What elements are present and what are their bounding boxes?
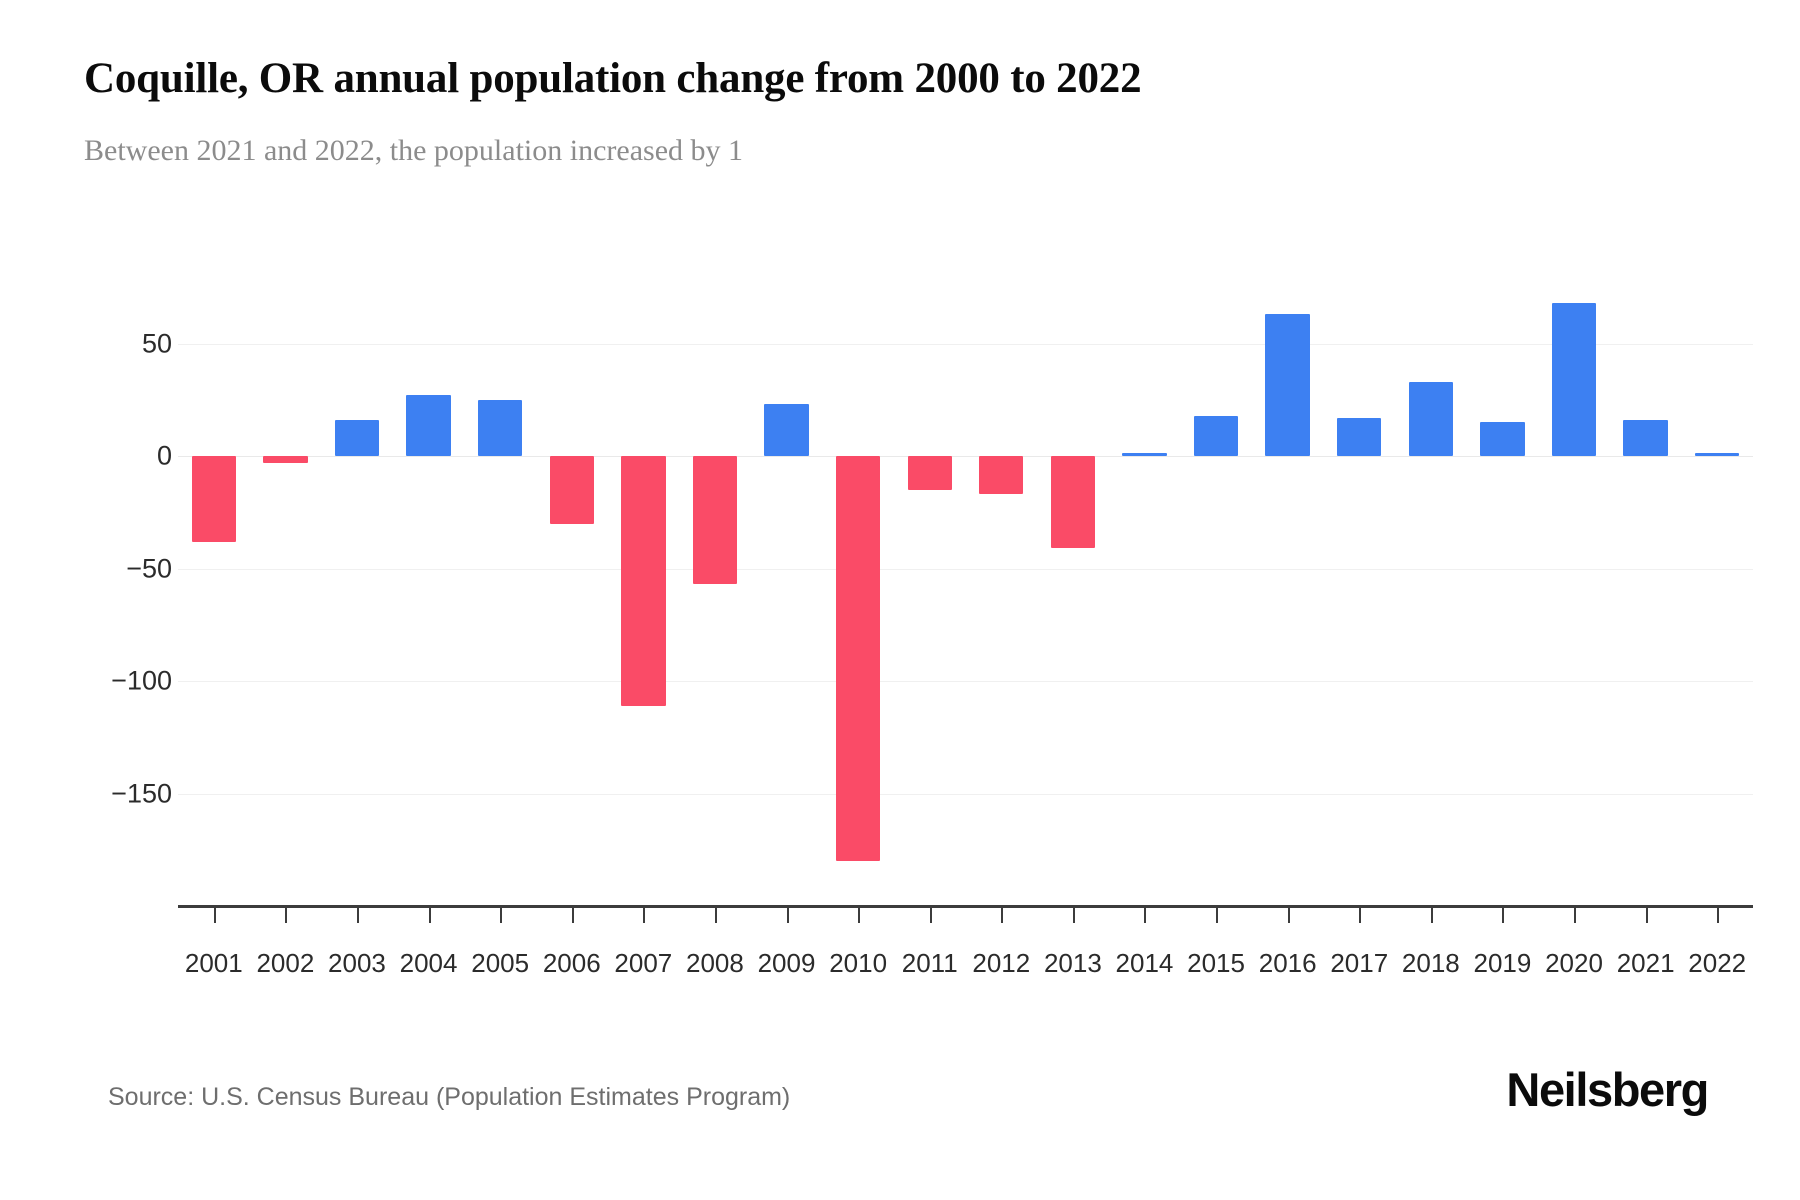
x-tick-mark	[213, 905, 216, 923]
x-tick-label-2022: 2022	[1688, 948, 1747, 978]
bar-2001[interactable]	[191, 456, 236, 542]
gridline-neg50	[178, 568, 1753, 570]
x-tick-mark	[1287, 905, 1290, 923]
bar-2005[interactable]	[477, 399, 523, 456]
x-tick-mark	[1144, 905, 1147, 923]
x-tick-mark	[428, 905, 431, 923]
x-tick-mark	[1001, 905, 1004, 923]
bar-2007[interactable]	[621, 456, 666, 706]
gridline-0	[178, 456, 1753, 457]
x-tick-mark	[1359, 905, 1362, 923]
bar-2018[interactable]	[1408, 381, 1454, 456]
x-tick-mark	[1645, 905, 1648, 923]
bar-2012[interactable]	[979, 456, 1024, 495]
bar-2014[interactable]	[1122, 453, 1167, 456]
y-tick-label: −150	[111, 778, 172, 808]
x-tick-mark	[1717, 905, 1720, 923]
gridline-neg100	[178, 681, 1753, 682]
bar-2008[interactable]	[692, 456, 738, 585]
page-title: Coquille, OR annual population change fr…	[84, 55, 1142, 102]
x-tick-label-2010: 2010	[829, 948, 888, 978]
x-tick-label-2003: 2003	[328, 948, 386, 978]
bar-2015[interactable]	[1193, 415, 1239, 456]
x-tick-label-2013: 2013	[1043, 948, 1102, 978]
x-tick-mark	[929, 905, 932, 923]
bar-2021[interactable]	[1623, 420, 1668, 456]
x-tick-mark	[571, 905, 574, 923]
x-tick-label-2008: 2008	[686, 948, 744, 978]
x-tick-label-2009: 2009	[757, 948, 816, 978]
x-tick-mark	[1502, 905, 1505, 923]
x-tick-label-2018: 2018	[1401, 948, 1460, 978]
gridline-neg150	[178, 793, 1753, 795]
source-note: Source: U.S. Census Bureau (Population E…	[108, 1083, 791, 1111]
x-tick-label-2007: 2007	[614, 948, 673, 978]
x-tick-label-2006: 2006	[542, 948, 601, 978]
bar-2022[interactable]	[1695, 453, 1740, 456]
bar-2006[interactable]	[549, 456, 594, 524]
bar-2002[interactable]	[263, 456, 308, 463]
x-tick-label-2012: 2012	[972, 948, 1031, 978]
bar-2011[interactable]	[907, 456, 952, 490]
x-tick-label-2004: 2004	[399, 948, 458, 978]
x-tick-label-2017: 2017	[1330, 948, 1389, 978]
x-tick-mark	[786, 905, 789, 923]
bar-2020[interactable]	[1551, 303, 1597, 456]
x-tick-label-2005: 2005	[471, 948, 530, 978]
bar-2009[interactable]	[764, 404, 809, 456]
gridline-50	[178, 343, 1753, 345]
x-tick-mark	[285, 905, 288, 923]
x-axis-line	[178, 905, 1753, 908]
x-tick-mark	[1430, 905, 1433, 923]
page-subtitle: Between 2021 and 2022, the population in…	[84, 134, 744, 167]
x-tick-label-2015: 2015	[1187, 948, 1245, 978]
bar-2004[interactable]	[406, 395, 451, 456]
x-tick-label-2011: 2011	[901, 948, 958, 978]
x-tick-mark	[356, 905, 359, 923]
x-tick-mark	[858, 905, 861, 923]
x-tick-label-2002: 2002	[256, 948, 315, 978]
x-tick-mark	[643, 905, 646, 923]
x-tick-label-2001: 2001	[184, 948, 243, 978]
bar-series	[178, 0, 1753, 1200]
y-tick-label: −50	[126, 553, 172, 583]
bar-2003[interactable]	[334, 420, 380, 456]
bar-2010[interactable]	[835, 456, 881, 861]
x-tick-label-2021: 2021	[1616, 948, 1675, 978]
x-tick-label-2014: 2014	[1115, 948, 1174, 978]
y-tick-label: −100	[111, 665, 172, 696]
x-tick-mark	[1574, 905, 1577, 923]
bar-2019[interactable]	[1480, 422, 1525, 456]
x-tick-label-2020: 2020	[1545, 948, 1603, 978]
x-tick-mark	[1216, 905, 1219, 923]
bar-2016[interactable]	[1265, 314, 1310, 456]
x-tick-mark	[500, 905, 503, 923]
y-tick-label: 0	[156, 440, 172, 471]
bar-2013[interactable]	[1050, 456, 1096, 549]
x-tick-label-2019: 2019	[1473, 948, 1532, 978]
x-tick-mark	[1072, 905, 1075, 923]
x-tick-label-2016: 2016	[1258, 948, 1317, 978]
y-tick-label: 50	[141, 328, 172, 358]
bar-2017[interactable]	[1337, 417, 1382, 456]
x-tick-mark	[714, 905, 717, 923]
brand-logo: Neilsberg	[1506, 1063, 1709, 1116]
